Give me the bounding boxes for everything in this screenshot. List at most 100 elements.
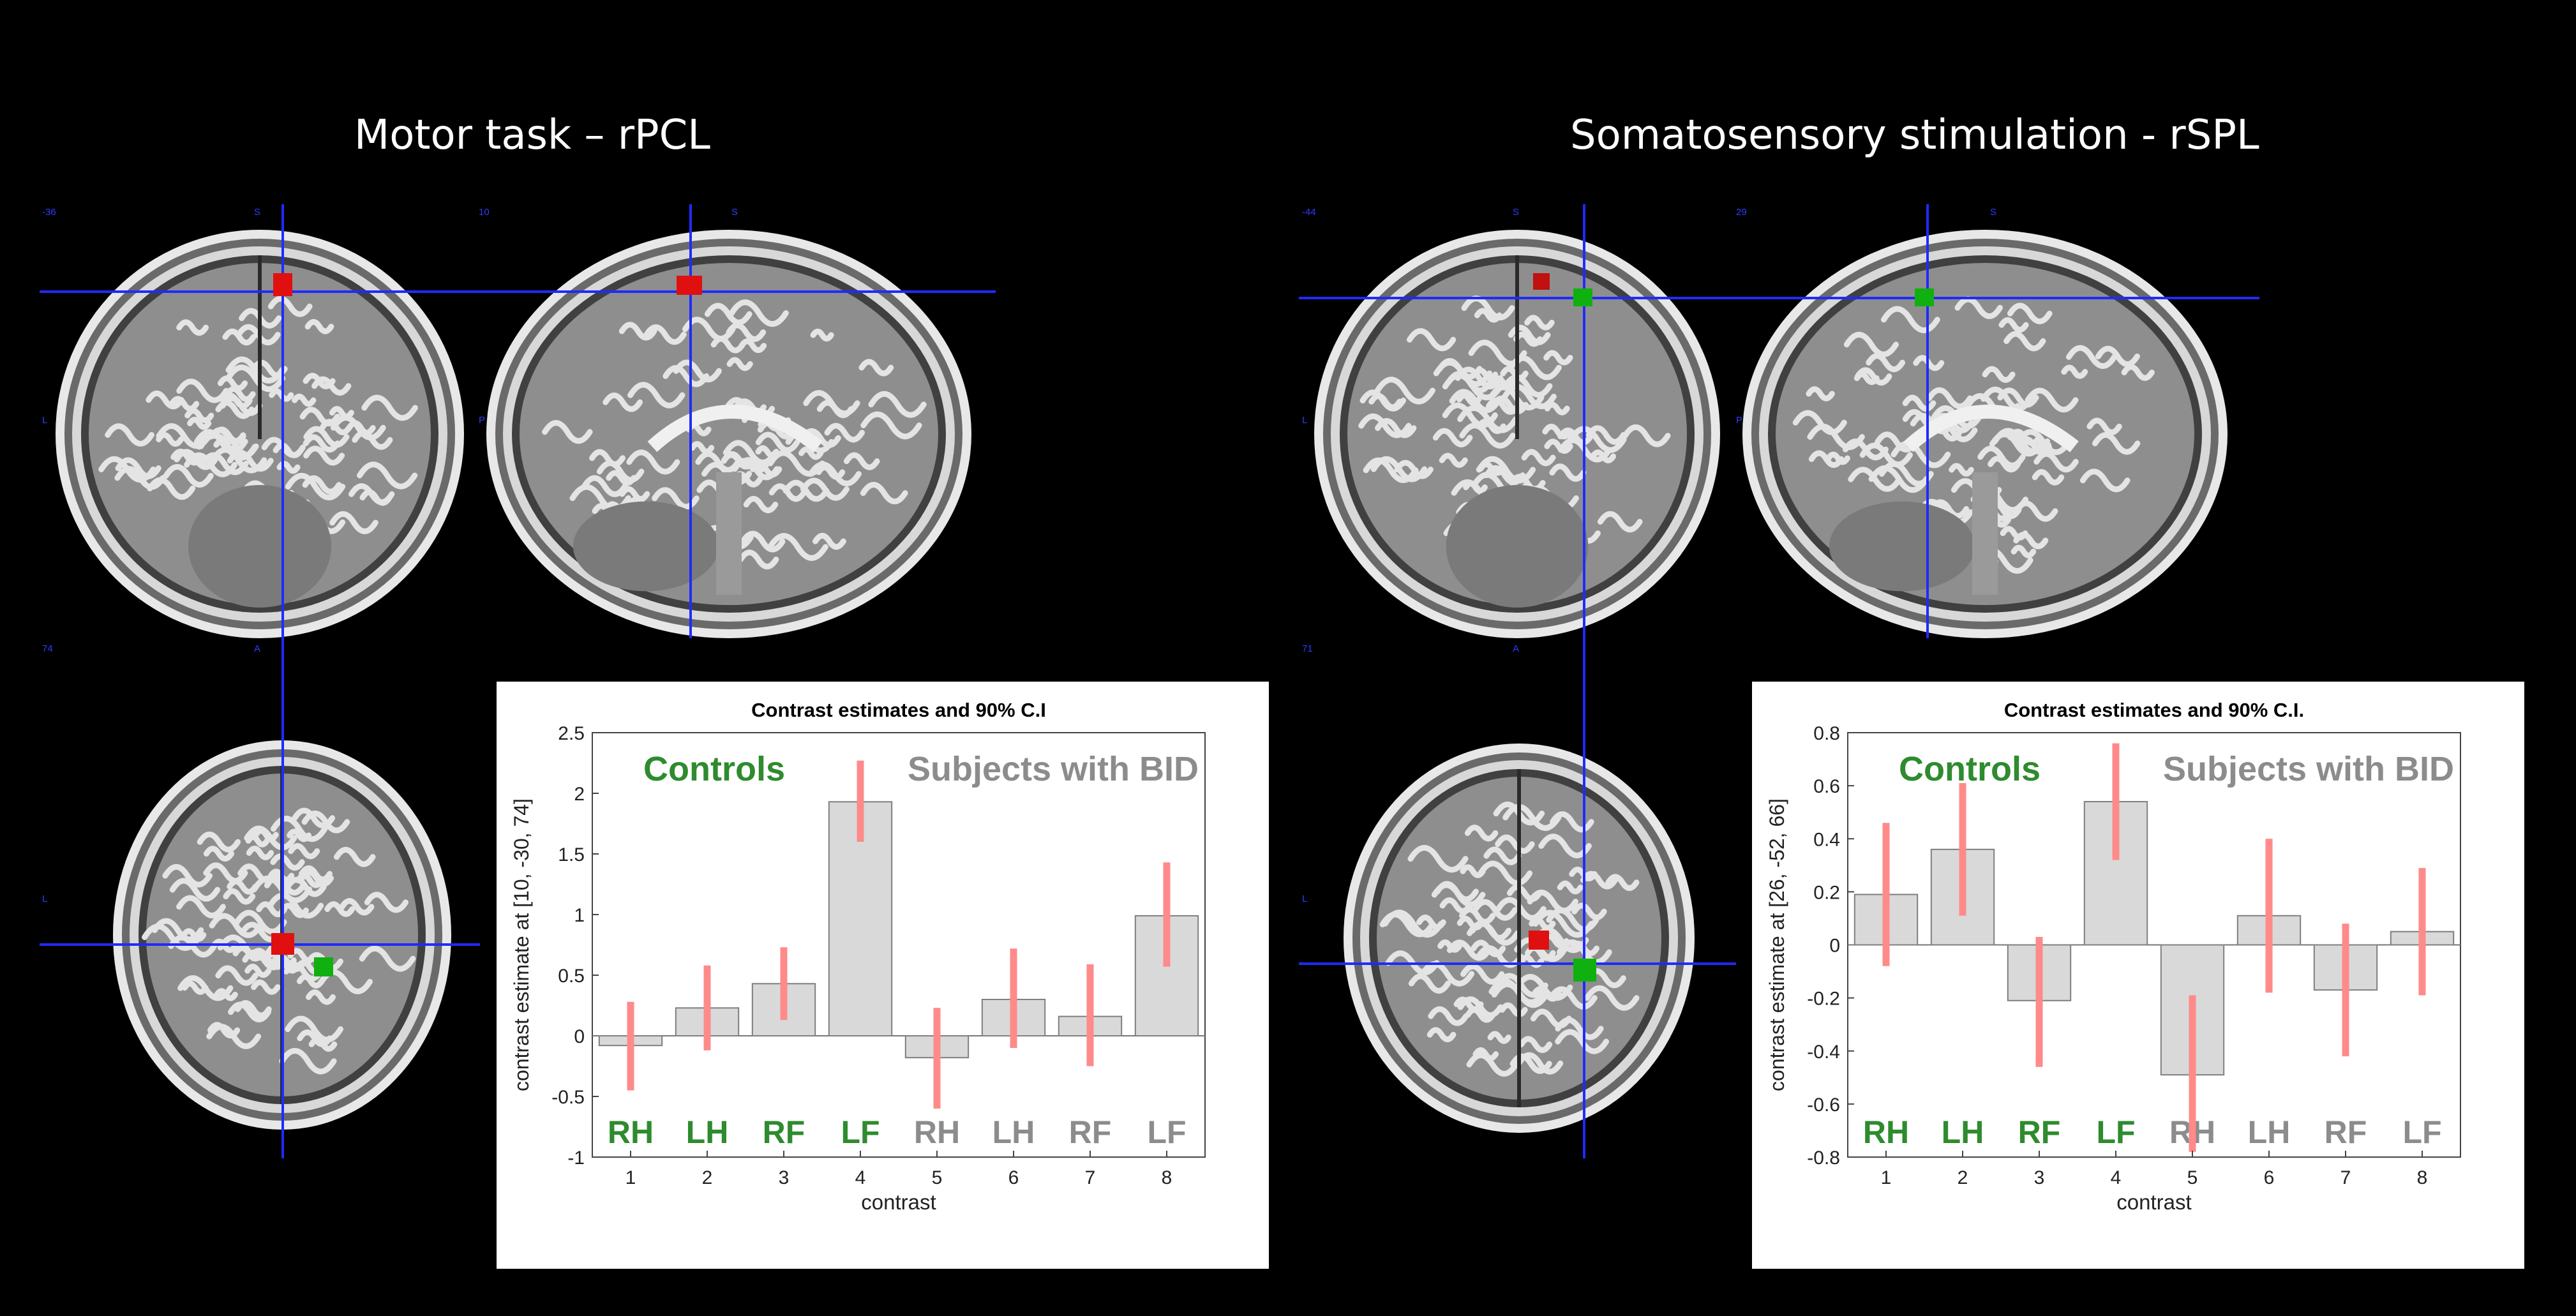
white-matter-gyrus bbox=[177, 975, 234, 1001]
crosshair-horizontal bbox=[40, 943, 480, 946]
condition-label: RF bbox=[763, 1114, 805, 1150]
x-tick-label: 1 bbox=[1881, 1167, 1892, 1188]
white-matter-gyrus bbox=[217, 375, 248, 391]
white-matter-gyrus bbox=[146, 390, 184, 410]
white-matter-gyrus bbox=[267, 295, 313, 317]
crosshair-vertical bbox=[1926, 204, 1929, 638]
white-matter-gyrus bbox=[285, 1015, 344, 1043]
white-matter-gyrus bbox=[176, 378, 229, 403]
white-matter-gyrus bbox=[198, 432, 259, 460]
white-matter-gyrus bbox=[1544, 438, 1573, 454]
white-matter-gyrus bbox=[209, 427, 246, 445]
activation-green bbox=[1915, 288, 1934, 306]
white-matter-gyrus bbox=[1485, 397, 1521, 415]
white-matter-gyrus bbox=[269, 388, 294, 402]
white-matter-gyrus bbox=[768, 483, 807, 502]
white-matter-gyrus bbox=[296, 974, 325, 989]
bar-chart: Contrast estimates and 90% C.I -1 -0.5 0 0.5… bbox=[510, 699, 1206, 1214]
coord-label: S bbox=[254, 207, 261, 218]
white-matter-gyrus bbox=[288, 843, 320, 860]
white-matter-gyrus bbox=[1949, 463, 1974, 477]
white-matter-gyrus bbox=[2079, 468, 2130, 493]
white-matter-gyrus bbox=[301, 811, 350, 834]
white-matter-gyrus bbox=[1431, 882, 1486, 908]
white-matter-gyrus bbox=[1543, 350, 1573, 366]
contrast-chart-motor: Contrast estimates and 90% C.I -1 -0.5 0 0.5… bbox=[497, 682, 1269, 1269]
white-matter-gyrus bbox=[1555, 1029, 1610, 1054]
white-matter-gyrus bbox=[207, 1022, 241, 1039]
white-matter-gyrus bbox=[162, 864, 213, 888]
white-matter-gyrus bbox=[105, 423, 154, 447]
white-matter-gyrus bbox=[251, 979, 281, 995]
brainstem bbox=[716, 472, 742, 595]
coord-label: S bbox=[1513, 207, 1520, 218]
white-matter-gyrus bbox=[1460, 864, 1486, 878]
y-tick-label: -0.6 bbox=[1807, 1095, 1840, 1116]
white-matter-gyrus bbox=[1868, 465, 1929, 493]
white-matter-gyrus bbox=[728, 299, 789, 327]
coronal-slice-motor bbox=[40, 204, 480, 638]
white-matter-gyrus bbox=[1408, 973, 1451, 994]
group-label-controls: Controls bbox=[643, 750, 785, 788]
white-matter-gyrus bbox=[1518, 1036, 1553, 1053]
white-matter-gyrus bbox=[1472, 368, 1499, 382]
white-matter-gyrus bbox=[225, 356, 285, 384]
condition-label: RH bbox=[914, 1114, 960, 1150]
white-matter-gyrus bbox=[1464, 825, 1499, 842]
white-matter-gyrus bbox=[1487, 1031, 1511, 1044]
white-matter-gyrus bbox=[2011, 544, 2037, 558]
x-tick-label: 5 bbox=[932, 1167, 943, 1188]
white-matter-gyrus bbox=[710, 336, 745, 354]
white-matter-gyrus bbox=[292, 393, 317, 407]
white-matter-gyrus bbox=[798, 446, 824, 460]
white-matter-gyrus bbox=[743, 496, 779, 514]
white-matter-gyrus bbox=[1406, 328, 1456, 352]
white-matter-gyrus bbox=[1531, 986, 1562, 1002]
y-tick-label: 0.2 bbox=[1813, 882, 1840, 903]
condition-label: RF bbox=[2018, 1114, 2061, 1150]
white-matter-gyrus bbox=[273, 442, 304, 458]
coord-label: L bbox=[1302, 415, 1308, 426]
condition-label: LH bbox=[1942, 1114, 1984, 1150]
white-matter-gyrus bbox=[704, 303, 753, 325]
coord-label: P bbox=[1736, 415, 1743, 426]
white-matter-gyrus bbox=[176, 895, 226, 918]
white-matter-gyrus bbox=[767, 533, 828, 561]
coord-label: 71 bbox=[1302, 643, 1313, 654]
white-matter-gyrus bbox=[361, 394, 418, 421]
y-axis-label: contrast estimate at [10, -30, 74] bbox=[510, 798, 533, 1091]
group-label-controls: Controls bbox=[1899, 750, 2041, 788]
white-matter-gyrus bbox=[1843, 331, 1899, 357]
white-matter-gyrus bbox=[303, 445, 345, 466]
white-matter-gyrus bbox=[1549, 463, 1587, 482]
y-tick-label: 0 bbox=[574, 1026, 585, 1047]
white-matter-gyrus bbox=[1992, 428, 2051, 455]
white-matter-gyrus bbox=[246, 846, 274, 860]
white-matter-gyrus bbox=[626, 449, 680, 475]
white-matter-gyrus bbox=[2007, 303, 2053, 325]
white-matter-gyrus bbox=[267, 892, 324, 919]
x-tick-label: 7 bbox=[2340, 1167, 2351, 1188]
white-matter-gyrus bbox=[1506, 884, 1543, 902]
white-matter-gyrus bbox=[163, 464, 214, 488]
coord-label: S bbox=[731, 207, 738, 218]
chart-title: Contrast estimates and 90% C.I bbox=[751, 699, 1046, 721]
white-matter-gyrus bbox=[2000, 526, 2028, 541]
white-matter-gyrus bbox=[1866, 353, 1906, 373]
y-tick-label: -1 bbox=[567, 1148, 585, 1169]
activation-blobs-motor bbox=[271, 273, 702, 976]
white-matter-gyrus bbox=[1502, 374, 1553, 398]
white-matter-gyrus bbox=[1929, 499, 1970, 519]
y-tick-label: 0.6 bbox=[1813, 776, 1840, 797]
white-matter-gyrus bbox=[1859, 442, 1913, 468]
white-matter-gyrus bbox=[234, 909, 287, 934]
white-matter-gyrus bbox=[1478, 860, 1533, 886]
white-matter-gyrus bbox=[1590, 449, 1617, 463]
activation-red bbox=[1529, 931, 1549, 950]
y-tick-label: 0 bbox=[1829, 936, 1840, 957]
white-matter-gyrus bbox=[304, 319, 334, 334]
white-matter-gyrus bbox=[168, 396, 200, 412]
condition-label: RF bbox=[2325, 1114, 2367, 1150]
white-matter-gyrus bbox=[225, 364, 286, 393]
y-tick-label: 0.5 bbox=[558, 966, 585, 987]
